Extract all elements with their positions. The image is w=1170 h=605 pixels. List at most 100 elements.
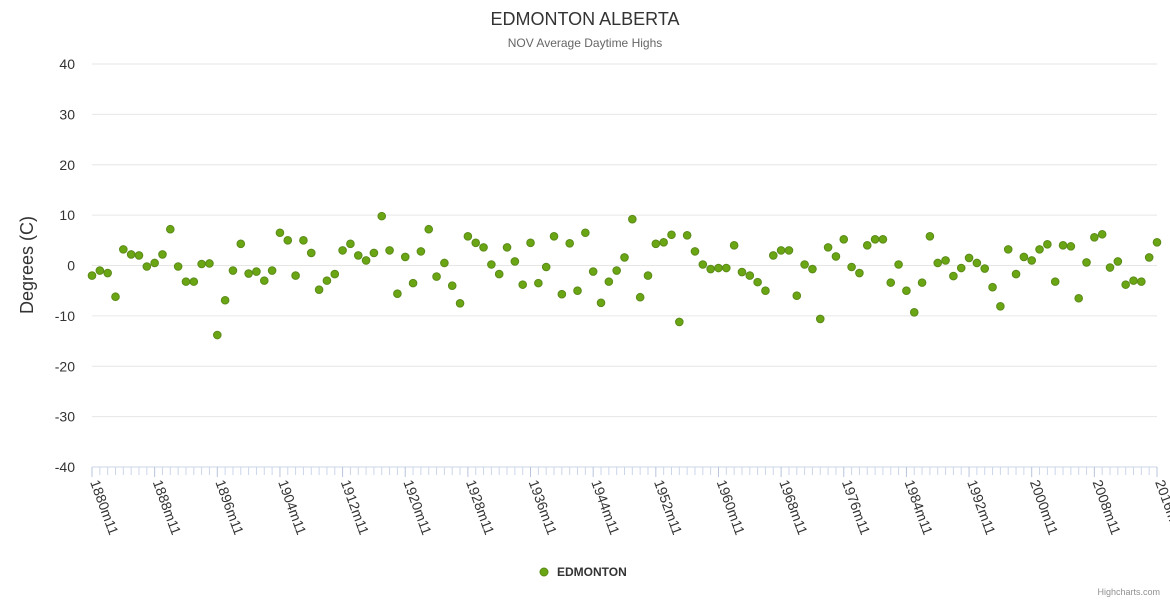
data-point[interactable] bbox=[338, 246, 347, 255]
data-point[interactable] bbox=[792, 291, 802, 301]
data-point[interactable] bbox=[917, 278, 927, 287]
data-point[interactable] bbox=[964, 253, 974, 263]
data-point[interactable] bbox=[1121, 280, 1130, 289]
data-point[interactable] bbox=[909, 308, 919, 317]
data-point[interactable] bbox=[870, 235, 880, 244]
data-point[interactable] bbox=[925, 231, 935, 241]
data-point[interactable] bbox=[1011, 269, 1021, 279]
data-point[interactable] bbox=[369, 248, 379, 258]
data-point[interactable] bbox=[541, 262, 551, 272]
data-point[interactable] bbox=[252, 267, 261, 276]
data-point[interactable] bbox=[659, 238, 668, 247]
data-point[interactable] bbox=[933, 258, 943, 268]
data-point[interactable] bbox=[581, 228, 590, 238]
data-point[interactable] bbox=[447, 281, 457, 290]
data-point[interactable] bbox=[831, 252, 841, 261]
data-point[interactable] bbox=[1097, 229, 1107, 239]
data-point[interactable] bbox=[612, 266, 621, 275]
data-point[interactable] bbox=[902, 286, 911, 295]
data-point[interactable] bbox=[651, 239, 661, 249]
data-point[interactable] bbox=[800, 260, 809, 269]
data-point[interactable] bbox=[784, 246, 794, 255]
data-point[interactable] bbox=[690, 247, 700, 256]
data-point[interactable] bbox=[815, 314, 825, 324]
data-point[interactable] bbox=[377, 211, 387, 221]
data-point[interactable] bbox=[972, 258, 982, 268]
data-point[interactable] bbox=[761, 286, 770, 295]
data-point[interactable] bbox=[510, 257, 520, 266]
data-point[interactable] bbox=[299, 236, 308, 245]
data-point[interactable] bbox=[549, 231, 559, 241]
data-point[interactable] bbox=[753, 277, 762, 287]
data-point[interactable] bbox=[220, 295, 230, 305]
data-point[interactable] bbox=[432, 272, 441, 281]
data-point[interactable] bbox=[330, 269, 340, 279]
data-point[interactable] bbox=[855, 268, 864, 278]
data-point[interactable] bbox=[1019, 252, 1029, 262]
data-point[interactable] bbox=[1082, 258, 1091, 267]
data-point[interactable] bbox=[573, 286, 582, 295]
data-point[interactable] bbox=[1074, 293, 1083, 303]
data-point[interactable] bbox=[1129, 276, 1138, 285]
data-point[interactable] bbox=[643, 271, 653, 280]
data-point[interactable] bbox=[988, 282, 997, 292]
data-point[interactable] bbox=[267, 266, 277, 275]
data-point[interactable] bbox=[228, 266, 238, 275]
data-point[interactable] bbox=[706, 264, 715, 274]
credits-link[interactable]: Highcharts.com bbox=[1097, 587, 1160, 597]
data-point[interactable] bbox=[166, 224, 175, 234]
legend-label-edmonton[interactable]: EDMONTON bbox=[557, 565, 627, 579]
data-point[interactable] bbox=[111, 292, 120, 302]
data-point[interactable] bbox=[1058, 241, 1068, 250]
data-point[interactable] bbox=[306, 248, 316, 258]
data-point[interactable] bbox=[283, 236, 293, 245]
data-point[interactable] bbox=[941, 256, 950, 265]
data-point[interactable] bbox=[518, 280, 527, 289]
data-point[interactable] bbox=[682, 230, 692, 240]
data-point[interactable] bbox=[173, 262, 183, 271]
data-point[interactable] bbox=[1003, 245, 1013, 254]
data-point[interactable] bbox=[95, 266, 105, 275]
data-point[interactable] bbox=[557, 289, 567, 299]
data-point[interactable] bbox=[886, 278, 896, 287]
data-point[interactable] bbox=[502, 243, 512, 252]
data-point[interactable] bbox=[119, 245, 128, 254]
data-point[interactable] bbox=[1144, 253, 1154, 262]
data-point[interactable] bbox=[667, 230, 676, 240]
data-point[interactable] bbox=[1066, 242, 1076, 251]
data-point[interactable] bbox=[408, 278, 418, 288]
data-point[interactable] bbox=[314, 285, 324, 294]
data-point[interactable] bbox=[1043, 240, 1052, 249]
data-point[interactable] bbox=[1105, 263, 1115, 272]
data-point[interactable] bbox=[628, 214, 637, 224]
data-point[interactable] bbox=[487, 260, 496, 269]
data-point[interactable] bbox=[393, 289, 402, 299]
data-point[interactable] bbox=[839, 235, 849, 244]
data-point[interactable] bbox=[1090, 232, 1099, 242]
data-point[interactable] bbox=[142, 262, 152, 271]
data-point[interactable] bbox=[1027, 256, 1037, 265]
data-point[interactable] bbox=[745, 271, 755, 280]
data-point[interactable] bbox=[244, 269, 253, 278]
data-point[interactable] bbox=[479, 243, 488, 252]
data-point[interactable] bbox=[980, 264, 990, 273]
data-point[interactable] bbox=[588, 267, 598, 276]
data-point[interactable] bbox=[722, 263, 731, 273]
data-point[interactable] bbox=[385, 246, 394, 255]
data-point[interactable] bbox=[353, 251, 363, 260]
data-point[interactable] bbox=[494, 269, 504, 279]
data-point[interactable] bbox=[291, 271, 300, 280]
data-point[interactable] bbox=[463, 231, 473, 241]
data-point[interactable] bbox=[346, 239, 355, 249]
data-point[interactable] bbox=[526, 238, 535, 248]
data-point[interactable] bbox=[698, 260, 708, 269]
data-point[interactable] bbox=[675, 317, 684, 327]
data-point[interactable] bbox=[596, 298, 606, 308]
data-point[interactable] bbox=[1113, 257, 1123, 266]
data-point[interactable] bbox=[103, 268, 112, 278]
data-point[interactable] bbox=[620, 253, 629, 262]
data-point[interactable] bbox=[471, 238, 481, 248]
data-point[interactable] bbox=[776, 246, 786, 255]
data-point[interactable] bbox=[424, 224, 434, 234]
legend[interactable]: EDMONTON bbox=[539, 565, 627, 579]
